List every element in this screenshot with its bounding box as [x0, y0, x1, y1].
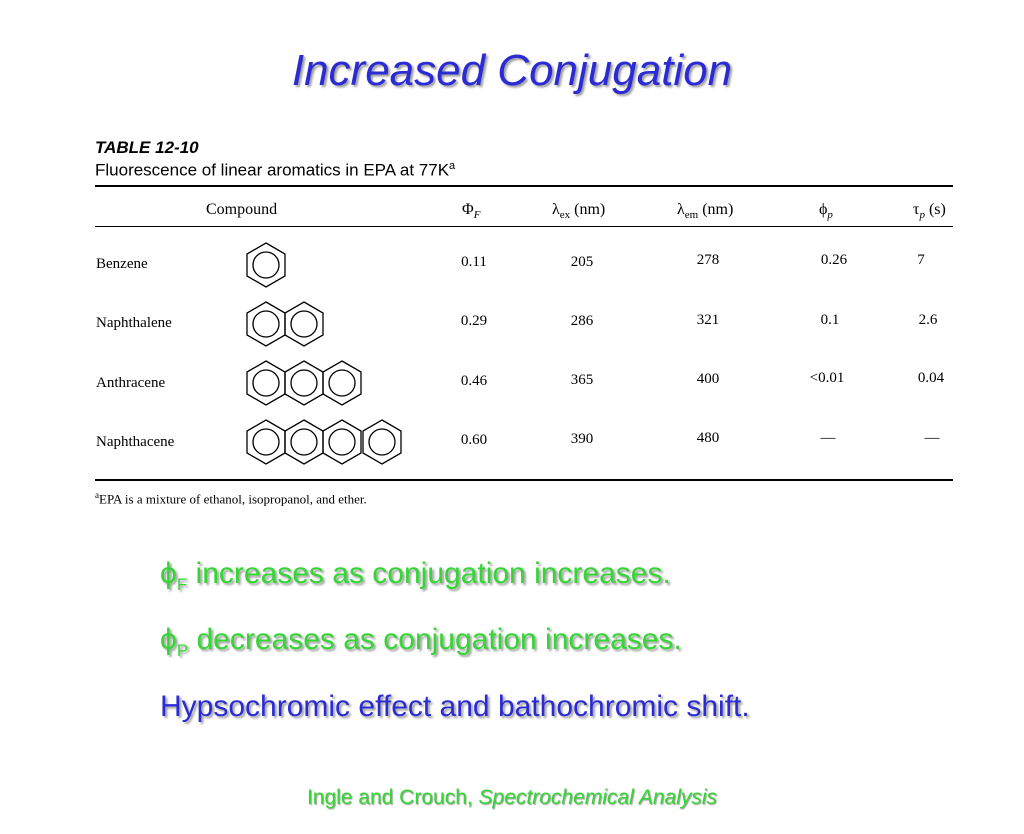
bullet-phi-f-subscript: F	[176, 575, 188, 594]
bullet-phi-f: ϕF increases as conjugation increases.	[160, 557, 671, 595]
citation-book: Spectrochemical Analysis	[478, 786, 718, 809]
table-row-naphthalene-lambda-em: 321	[696, 312, 720, 328]
table-header-rule	[95, 226, 953, 227]
table-row-naphthacene-compound: Naphthacene	[96, 434, 175, 450]
table-row-naphthalene-lambda-ex: 286	[570, 313, 594, 329]
header-compound: Compound	[206, 201, 278, 218]
bullet-phi-p: ϕP decreases as conjugation increases.	[160, 623, 682, 661]
table-row-anthracene-lambda-ex: 365	[570, 372, 594, 388]
table-label: TABLE 12-10	[95, 138, 199, 157]
table-row-naphthalene-tau-p: 2.6	[918, 312, 938, 328]
slide-title: Increased Conjugation	[291, 46, 733, 95]
table-row-naphthacene-lambda-ex: 390	[570, 431, 594, 447]
table-row-naphthalene-phi-f: 0.29	[460, 313, 488, 329]
header-lambda-em: λem (nm)	[677, 201, 734, 222]
footnote-mark: a	[95, 490, 99, 500]
table-row-benzene-lambda-em: 278	[696, 252, 720, 268]
table-caption: Fluorescence of linear aromatics in EPA …	[95, 160, 455, 181]
table-row-benzene-phi-p: 0.26	[820, 252, 848, 268]
footnote-text: EPA is a mixture of ethanol, isopropanol…	[99, 491, 367, 507]
naphthalene-structure-icon	[246, 301, 324, 347]
bullet-phi-p-symbol: ϕ	[160, 623, 177, 656]
table-top-rule	[95, 185, 953, 187]
table-row-benzene-compound: Benzene	[96, 256, 148, 272]
table-caption-footnote-mark: a	[449, 160, 456, 172]
table-row-anthracene-lambda-em: 400	[696, 371, 720, 387]
bullet-phi-f-symbol: ϕ	[160, 557, 177, 590]
table-row-naphthalene-phi-p: 0.1	[820, 312, 840, 328]
table-row-benzene-lambda-ex: 205	[570, 254, 594, 270]
table-row-naphthalene-compound: Naphthalene	[96, 315, 172, 331]
table-row-naphthacene-phi-f: 0.60	[460, 432, 488, 448]
table-row-anthracene-phi-f: 0.46	[460, 373, 488, 389]
header-tau-p: τp (s)	[913, 201, 946, 222]
table-row-naphthacene-lambda-em: 480	[696, 430, 720, 446]
header-phi-p: ϕp	[819, 201, 833, 222]
naphthacene-structure-icon	[246, 419, 402, 465]
table-row-benzene-phi-f: 0.11	[461, 254, 487, 270]
table-row-benzene-tau-p: 7	[917, 252, 925, 268]
bullet-phi-p-text: decreases as conjugation increases.	[188, 623, 682, 656]
bullet-hypsochromic: Hypsochromic effect and bathochromic shi…	[160, 690, 750, 723]
header-phi-f: ΦF	[462, 201, 481, 222]
table-row-naphthacene-tau-p: —	[924, 430, 940, 446]
citation: Ingle and Crouch, Spectrochemical Analys…	[0, 786, 1024, 810]
table-row-anthracene-phi-p: <0.01	[809, 370, 845, 386]
table-row-naphthacene-phi-p: —	[820, 430, 836, 446]
bullet-phi-p-subscript: P	[176, 641, 189, 660]
table-row-anthracene-tau-p: 0.04	[917, 370, 945, 386]
bullet-phi-f-text: increases as conjugation increases.	[187, 557, 671, 590]
table-footnote: aEPA is a mixture of ethanol, isopropano…	[95, 490, 367, 507]
header-lambda-ex: λex (nm)	[552, 201, 606, 222]
benzene-structure-icon	[246, 242, 286, 288]
table-caption-text: Fluorescence of linear aromatics in EPA …	[95, 160, 450, 180]
citation-authors: Ingle and Crouch,	[306, 786, 479, 809]
table-row-anthracene-compound: Anthracene	[96, 375, 166, 391]
anthracene-structure-icon	[246, 360, 362, 406]
table-bottom-rule	[95, 479, 953, 481]
